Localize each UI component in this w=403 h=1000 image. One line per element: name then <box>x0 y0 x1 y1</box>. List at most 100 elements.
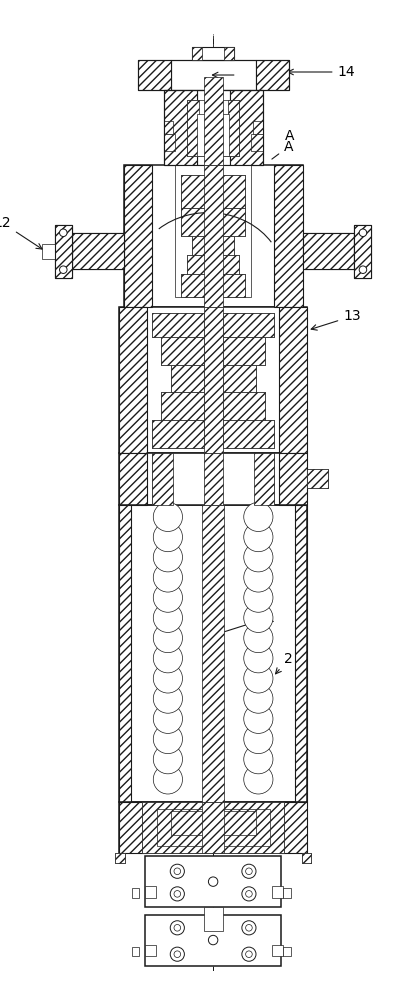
Bar <box>181 208 205 236</box>
Bar <box>204 907 222 931</box>
Bar <box>272 945 283 956</box>
Circle shape <box>244 704 273 733</box>
Bar <box>253 121 263 134</box>
Bar <box>222 420 274 448</box>
Bar <box>202 505 224 802</box>
Bar <box>119 453 307 505</box>
Circle shape <box>153 522 183 552</box>
Bar <box>181 208 245 236</box>
Bar <box>253 453 274 505</box>
Circle shape <box>170 947 185 961</box>
Bar <box>302 853 311 863</box>
Bar <box>119 505 131 802</box>
Circle shape <box>208 877 218 886</box>
Bar <box>42 244 55 259</box>
Text: 1: 1 <box>208 611 274 638</box>
Bar <box>152 420 274 448</box>
Bar <box>181 175 245 208</box>
Bar <box>171 811 256 835</box>
Bar <box>171 365 204 392</box>
Bar <box>72 233 124 269</box>
Circle shape <box>153 644 183 673</box>
Bar <box>152 420 204 448</box>
Bar <box>187 255 239 274</box>
Circle shape <box>153 543 183 572</box>
Bar <box>55 225 72 278</box>
Bar <box>197 90 230 165</box>
Bar <box>157 809 204 846</box>
Bar <box>204 165 222 307</box>
Bar <box>161 392 204 420</box>
Circle shape <box>153 583 183 612</box>
Bar <box>222 337 265 365</box>
Bar <box>283 947 291 956</box>
Circle shape <box>174 951 181 957</box>
Bar <box>142 802 204 853</box>
Bar <box>222 175 245 208</box>
Bar <box>222 811 256 835</box>
Text: 12: 12 <box>0 216 42 249</box>
Bar <box>272 886 283 898</box>
Circle shape <box>359 266 367 273</box>
Circle shape <box>153 664 183 693</box>
Bar <box>161 337 204 365</box>
Circle shape <box>153 704 183 733</box>
Circle shape <box>174 868 181 875</box>
Bar <box>161 392 265 420</box>
Bar <box>222 274 245 297</box>
Circle shape <box>244 543 273 572</box>
Bar <box>202 802 224 853</box>
Bar <box>307 469 328 488</box>
Circle shape <box>242 864 256 878</box>
Bar <box>187 100 199 156</box>
Bar <box>204 307 222 453</box>
Circle shape <box>244 644 273 673</box>
Bar <box>222 809 270 846</box>
Circle shape <box>244 765 273 794</box>
Circle shape <box>153 684 183 713</box>
Bar <box>115 853 125 863</box>
Bar <box>283 888 291 898</box>
Circle shape <box>60 266 67 273</box>
Bar <box>72 233 124 269</box>
Bar <box>279 453 307 505</box>
Bar <box>222 236 234 255</box>
Bar <box>55 225 72 278</box>
Bar <box>251 134 263 151</box>
Bar <box>164 90 197 165</box>
Bar <box>164 121 173 134</box>
Circle shape <box>246 951 252 957</box>
Bar <box>303 233 355 269</box>
Bar <box>164 90 263 165</box>
Bar <box>119 505 307 802</box>
Circle shape <box>170 864 185 878</box>
Bar <box>152 453 274 505</box>
Bar <box>355 225 372 278</box>
Bar <box>119 802 307 853</box>
Bar <box>256 60 289 90</box>
Bar <box>192 236 234 255</box>
Circle shape <box>153 623 183 653</box>
Circle shape <box>170 921 185 935</box>
Bar <box>152 313 274 337</box>
Bar <box>181 175 205 208</box>
Bar <box>145 945 156 956</box>
Bar <box>222 802 284 853</box>
Bar <box>222 255 239 274</box>
Circle shape <box>242 947 256 961</box>
Circle shape <box>170 887 185 901</box>
Circle shape <box>244 583 273 612</box>
Circle shape <box>153 765 183 794</box>
Bar <box>222 392 265 420</box>
Circle shape <box>244 684 273 713</box>
Bar <box>222 313 274 337</box>
Bar <box>274 165 303 307</box>
Bar <box>132 888 139 898</box>
Bar <box>138 60 171 90</box>
Circle shape <box>208 935 218 945</box>
Circle shape <box>246 868 252 875</box>
Bar <box>204 77 222 165</box>
Bar <box>175 165 251 297</box>
Circle shape <box>153 502 183 532</box>
Bar <box>161 337 265 365</box>
